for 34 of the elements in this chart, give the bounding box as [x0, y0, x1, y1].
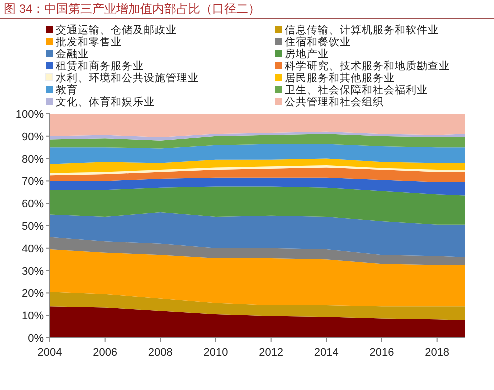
y-tick-label: 10% [22, 310, 44, 323]
legend-label: 住宿和餐饮业 [285, 36, 351, 48]
legend-label: 卫生、社会保障和社会福利业 [285, 84, 428, 96]
legend-label: 教育 [56, 84, 78, 96]
legend-label: 交通运输、仓储及邮政业 [56, 24, 177, 36]
y-tick-label: 60% [22, 198, 44, 211]
y-tick-label: 80% [22, 154, 44, 166]
legend-label: 金融业 [56, 48, 89, 60]
y-tick-label: 40% [22, 243, 44, 256]
y-tick-label: 20% [22, 288, 44, 300]
legend-label: 租赁和商务服务业 [56, 60, 144, 72]
y-tick-label: 30% [22, 266, 44, 278]
chart-title: 图 34：中国第三产业增加值内部占比（口径二） [4, 2, 261, 16]
y-tick-label: 90% [22, 131, 44, 144]
x-tick-label: 2010 [204, 347, 228, 359]
x-tick-label: 2004 [38, 347, 62, 359]
x-tick-label: 2008 [148, 347, 173, 359]
legend-label: 公共管理和社会组织 [285, 96, 384, 108]
legend-label: 信息传输、计算机服务和软件业 [285, 24, 439, 36]
legend-label: 科学研究、技术服务和地质勘查业 [285, 60, 450, 72]
legend-label: 水利、环境和公共设施管理业 [56, 72, 199, 84]
legend-label: 居民服务和其他服务业 [285, 72, 395, 84]
x-tick-label: 2006 [93, 347, 118, 359]
x-tick-label: 2018 [425, 347, 450, 359]
legend-label: 文化、体育和娱乐业 [56, 96, 155, 108]
y-tick-label: 50% [22, 221, 44, 233]
y-tick-label: 100% [16, 109, 44, 121]
x-tick-label: 2014 [314, 347, 339, 359]
y-tick-label: 70% [22, 176, 44, 188]
x-tick-label: 2012 [259, 347, 284, 359]
legend-label: 房地产业 [285, 48, 329, 60]
y-tick-label: 0% [28, 333, 44, 345]
x-tick-label: 2016 [370, 347, 394, 359]
legend-label: 批发和零售业 [56, 36, 122, 48]
